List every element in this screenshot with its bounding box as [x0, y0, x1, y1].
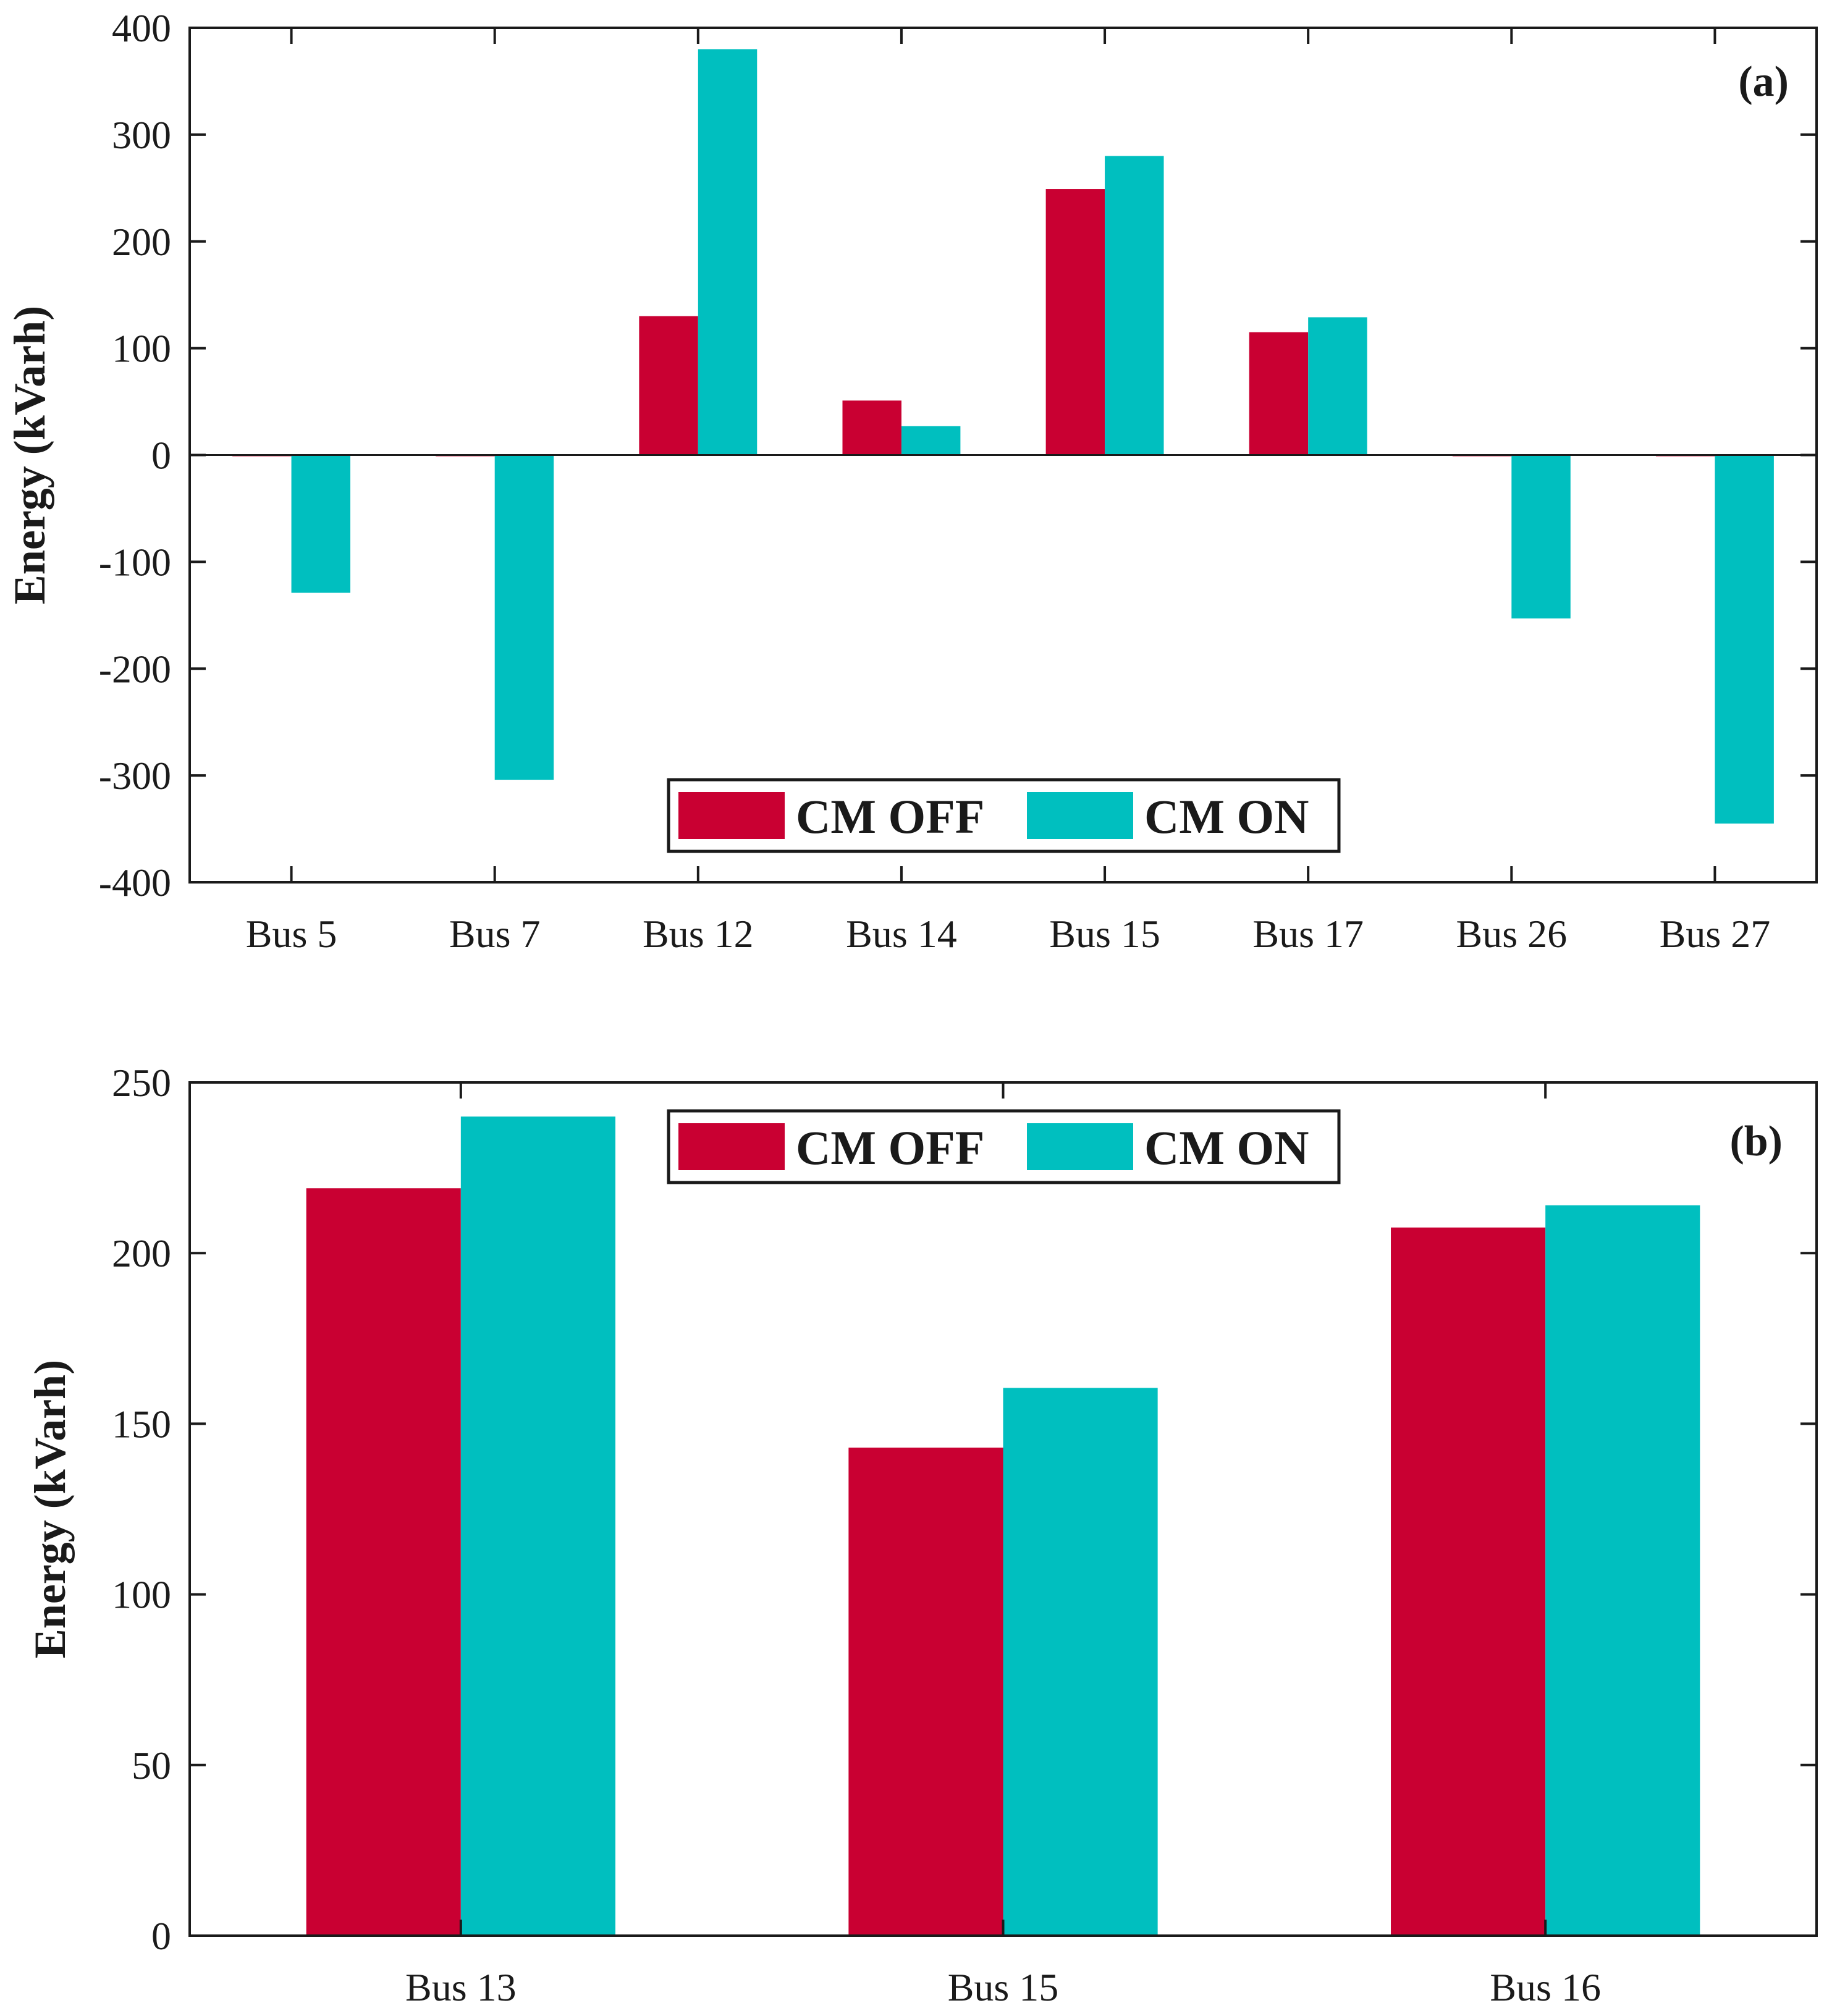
legend-label-cm-on: CM ON [1144, 790, 1309, 843]
bar-cm-on-bus-14 [901, 426, 961, 455]
y-axis-label: Energy (kVarh) [25, 1360, 75, 1658]
legend-swatch-cm-off [678, 792, 785, 839]
bar-cm-on-bus-27 [1715, 455, 1774, 824]
y-axis-label: Energy (kVarh) [5, 306, 54, 604]
bar-cm-off-bus-17 [1249, 332, 1309, 455]
y-tick-label: 100 [112, 1573, 171, 1617]
x-tick-label-bus-15: Bus 15 [1049, 912, 1160, 956]
panel-a-chart: 400 300 200 100 0 -100 -200 -300 -400 Bus 5 Bus 7 B… [5, 6, 1818, 956]
y-tick-label: 400 [112, 6, 171, 50]
bar-cm-off-bus-13 [306, 1188, 461, 1936]
legend-swatch-cm-on [1027, 792, 1133, 839]
bar-cm-on-bus-17 [1308, 317, 1367, 455]
x-tick-label-bus-27: Bus 27 [1660, 912, 1771, 956]
y-tick-label: 0 [151, 1914, 171, 1958]
x-tick-label-bus-26: Bus 26 [1456, 912, 1568, 956]
y-tick-label: 100 [112, 327, 171, 371]
bar-cm-on-bus-16 [1545, 1205, 1700, 1936]
y-tick-label: 200 [112, 220, 171, 264]
x-tick-label-bus-14: Bus 14 [846, 912, 957, 956]
x-tick-label-bus-7: Bus 7 [449, 912, 541, 956]
x-tick-label-bus-16: Bus 16 [1490, 1965, 1601, 2009]
panel-b-chart: 250 200 150 100 50 0 Bus 13 Bus 15 Bus 16 Energy … [25, 1061, 1818, 2009]
y-tick-label: 300 [112, 113, 171, 157]
bar-cm-on-bus-15 [1105, 156, 1164, 455]
legend-label-cm-off: CM OFF [796, 790, 984, 843]
y-tick-label: 250 [112, 1061, 171, 1105]
bar-cm-on-bus-15 [1003, 1388, 1158, 1936]
y-tick-label: -400 [99, 861, 171, 905]
legend-label-cm-off: CM OFF [796, 1121, 984, 1175]
y-tick-label: 150 [112, 1402, 171, 1446]
legend-swatch-cm-off [678, 1123, 785, 1170]
panel-label: (b) [1729, 1118, 1783, 1165]
bar-cm-off-bus-15 [848, 1448, 1003, 1936]
x-tick-label-bus-17: Bus 17 [1252, 912, 1364, 956]
legend-label-cm-on: CM ON [1144, 1121, 1309, 1175]
x-tick-label-bus-15: Bus 15 [948, 1965, 1059, 2009]
bar-cm-on-bus-7 [494, 455, 554, 780]
legend-swatch-cm-on [1027, 1123, 1133, 1170]
bar-cm-off-bus-16 [1391, 1227, 1546, 1936]
legend: CM OFF CM ON [667, 778, 1341, 853]
y-tick-label: 0 [151, 434, 171, 478]
bar-cm-on-bus-12 [698, 49, 758, 455]
y-tick-label: -200 [99, 647, 171, 691]
panel-label: (a) [1738, 58, 1789, 106]
bar-cm-off-bus-15 [1045, 189, 1105, 455]
bar-cm-on-bus-5 [291, 455, 351, 593]
x-tick-label-bus-5: Bus 5 [246, 912, 337, 956]
bar-cm-on-bus-13 [460, 1116, 615, 1936]
y-tick-label: -100 [99, 540, 171, 584]
y-tick-label: 200 [112, 1231, 171, 1275]
legend: CM OFF CM ON [667, 1109, 1341, 1184]
x-tick-label-bus-12: Bus 12 [643, 912, 754, 956]
bar-cm-off-bus-12 [639, 316, 698, 455]
x-tick-label-bus-13: Bus 13 [405, 1965, 517, 2009]
bar-cm-on-bus-26 [1511, 455, 1571, 618]
y-tick-label: -300 [99, 754, 171, 798]
bar-cm-off-bus-14 [842, 400, 901, 455]
y-tick-label: 50 [132, 1744, 171, 1787]
